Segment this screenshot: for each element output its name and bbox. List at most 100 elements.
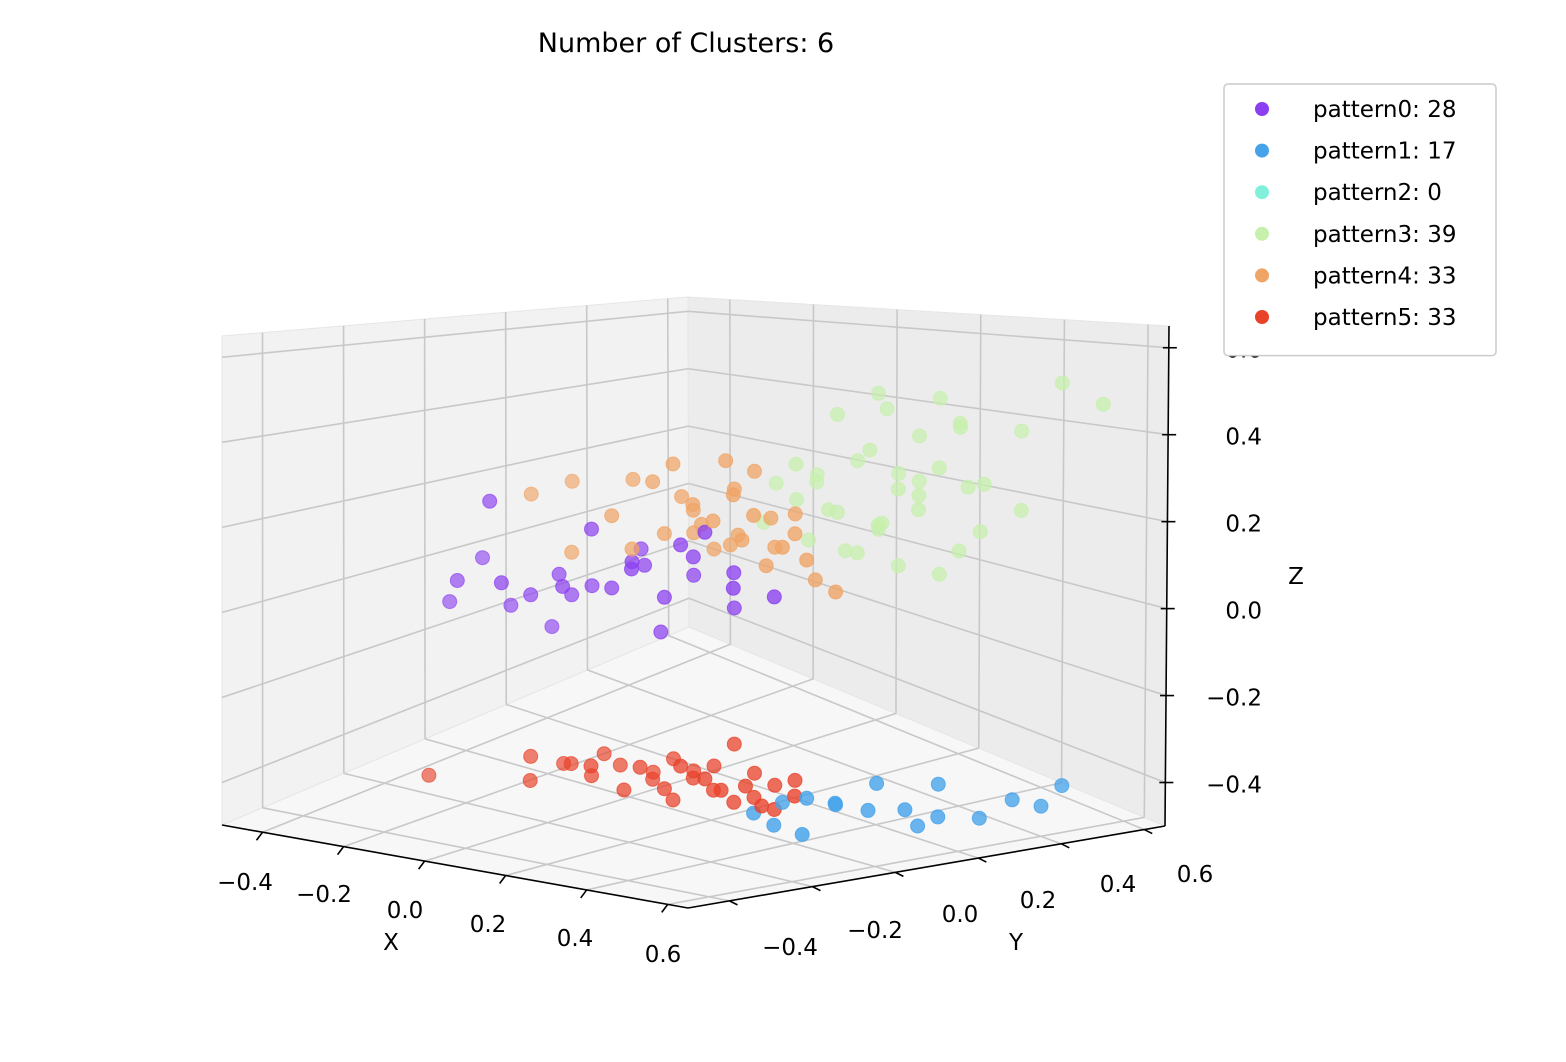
point-series-1-16 — [1054, 778, 1070, 794]
point-series-5-24 — [787, 788, 803, 804]
legend-marker-0 — [1255, 102, 1269, 116]
point-series-0-17 — [653, 624, 669, 640]
point-series-1-5 — [794, 827, 810, 842]
point-series-4-26 — [624, 541, 640, 557]
grid-z-left-2 — [221, 482, 689, 614]
point-series-1-12 — [930, 809, 946, 825]
point-series-0-15 — [637, 557, 653, 573]
point-series-3-17 — [951, 543, 967, 559]
grid-y-wall-3 — [504, 312, 508, 705]
point-series-3-28 — [1095, 396, 1111, 412]
point-series-0-25 — [726, 565, 742, 581]
y-tick-1 — [812, 885, 821, 892]
x-tick-label: 0.4 — [557, 926, 594, 952]
point-series-3-27 — [1054, 375, 1070, 391]
point-series-3-30 — [952, 415, 968, 431]
point-series-4-19 — [774, 539, 790, 555]
point-series-3-15 — [972, 524, 988, 540]
grid-y-floor-2 — [424, 738, 896, 874]
point-series-3-8 — [931, 460, 947, 476]
point-series-0-19 — [686, 567, 702, 583]
legend-label-0: pattern0: 28 — [1313, 97, 1456, 123]
z-tick-label: 0.4 — [1225, 425, 1262, 451]
point-series-0-0 — [442, 594, 458, 610]
point-series-3-16 — [1013, 503, 1029, 518]
point-series-4-28 — [746, 507, 762, 523]
point-series-4-20 — [807, 572, 823, 588]
x-tick-label: −0.4 — [217, 870, 273, 896]
legend-label-2: pattern2: 0 — [1313, 180, 1442, 206]
z-tick-label: 0.0 — [1225, 599, 1262, 625]
point-series-5-1 — [523, 748, 539, 764]
point-series-0-23 — [726, 600, 742, 616]
grid-x-floor-3 — [505, 747, 979, 877]
point-series-3-32 — [801, 532, 817, 548]
point-series-0-11 — [555, 579, 571, 594]
point-series-1-15 — [1033, 798, 1049, 814]
axes: −0.4 −0.2 0.0 0.2 0.4 0.6 −0.4 −0.2 0.0 0.2 0.4 0.6… — [217, 325, 1262, 968]
point-series-3-1 — [871, 385, 886, 401]
point-series-4-6 — [674, 489, 690, 505]
legend: pattern0: 28 pattern1: 17 pattern2: 0 patte… — [1223, 83, 1497, 357]
legend-label-5: pattern5: 33 — [1313, 305, 1456, 331]
point-series-0-14 — [604, 580, 620, 596]
point-series-3-2 — [912, 428, 927, 444]
grid-z-left-0 — [221, 597, 690, 784]
x-tick-label: 0.0 — [387, 898, 424, 924]
point-series-0-20 — [656, 589, 672, 605]
grid-y-floor-5 — [668, 634, 1145, 831]
point-series-3-24 — [911, 502, 926, 518]
point-series-5-12 — [665, 792, 681, 808]
point-series-4-8 — [656, 526, 672, 542]
point-series-4-23 — [685, 497, 701, 513]
legend-marker-2 — [1255, 185, 1269, 200]
point-series-3-25 — [879, 401, 895, 417]
point-series-0-10 — [584, 578, 600, 594]
point-series-4-12 — [718, 453, 734, 469]
grid-z-left-3 — [221, 425, 689, 529]
legend-marker-4 — [1255, 268, 1269, 283]
point-series-4-7 — [665, 456, 681, 472]
point-series-4-5 — [645, 474, 661, 490]
y-tick-3 — [977, 857, 987, 863]
y-tick-4 — [1060, 843, 1070, 849]
point-series-5-26 — [706, 758, 722, 774]
point-series-3-37 — [976, 476, 992, 492]
point-series-0-2 — [449, 573, 465, 588]
point-series-5-0 — [421, 767, 437, 783]
point-series-3-13 — [890, 558, 906, 574]
point-series-5-25 — [726, 736, 742, 752]
grid-y-floor-1 — [343, 772, 813, 888]
point-series-0-1 — [475, 550, 490, 566]
point-series-3-4 — [809, 474, 825, 490]
grid-z-right-3 — [688, 425, 1168, 523]
y-tick-label: 0.6 — [1177, 862, 1214, 888]
point-series-4-2 — [564, 544, 580, 560]
point-series-4-4 — [604, 508, 620, 524]
point-series-3-20 — [788, 456, 804, 472]
point-series-1-1 — [774, 794, 790, 810]
point-series-5-11 — [632, 759, 648, 775]
point-series-0-21 — [685, 549, 701, 565]
grid-x-floor-4 — [586, 781, 1062, 891]
point-series-5-4 — [563, 756, 579, 772]
point-series-1-7 — [827, 795, 843, 811]
point-series-0-18 — [624, 561, 639, 577]
x-tick-4 — [580, 889, 588, 899]
point-series-5-18 — [726, 794, 742, 810]
point-series-5-31 — [767, 777, 783, 793]
point-series-3-14 — [931, 566, 947, 582]
point-series-5-30 — [747, 765, 762, 781]
grid-z-right-5 — [687, 310, 1169, 349]
legend-marker-3 — [1255, 226, 1269, 241]
z-tick-label: −0.2 — [1206, 686, 1262, 712]
legend-label-4: pattern4: 33 — [1313, 263, 1456, 289]
point-series-3-7 — [890, 481, 906, 497]
point-series-3-21 — [862, 442, 878, 458]
point-series-0-5 — [544, 619, 560, 635]
point-series-4-22 — [828, 584, 844, 600]
grid-y-wall-4 — [585, 305, 589, 671]
grid-z-right-4 — [688, 367, 1169, 436]
point-series-5-19 — [713, 782, 729, 798]
